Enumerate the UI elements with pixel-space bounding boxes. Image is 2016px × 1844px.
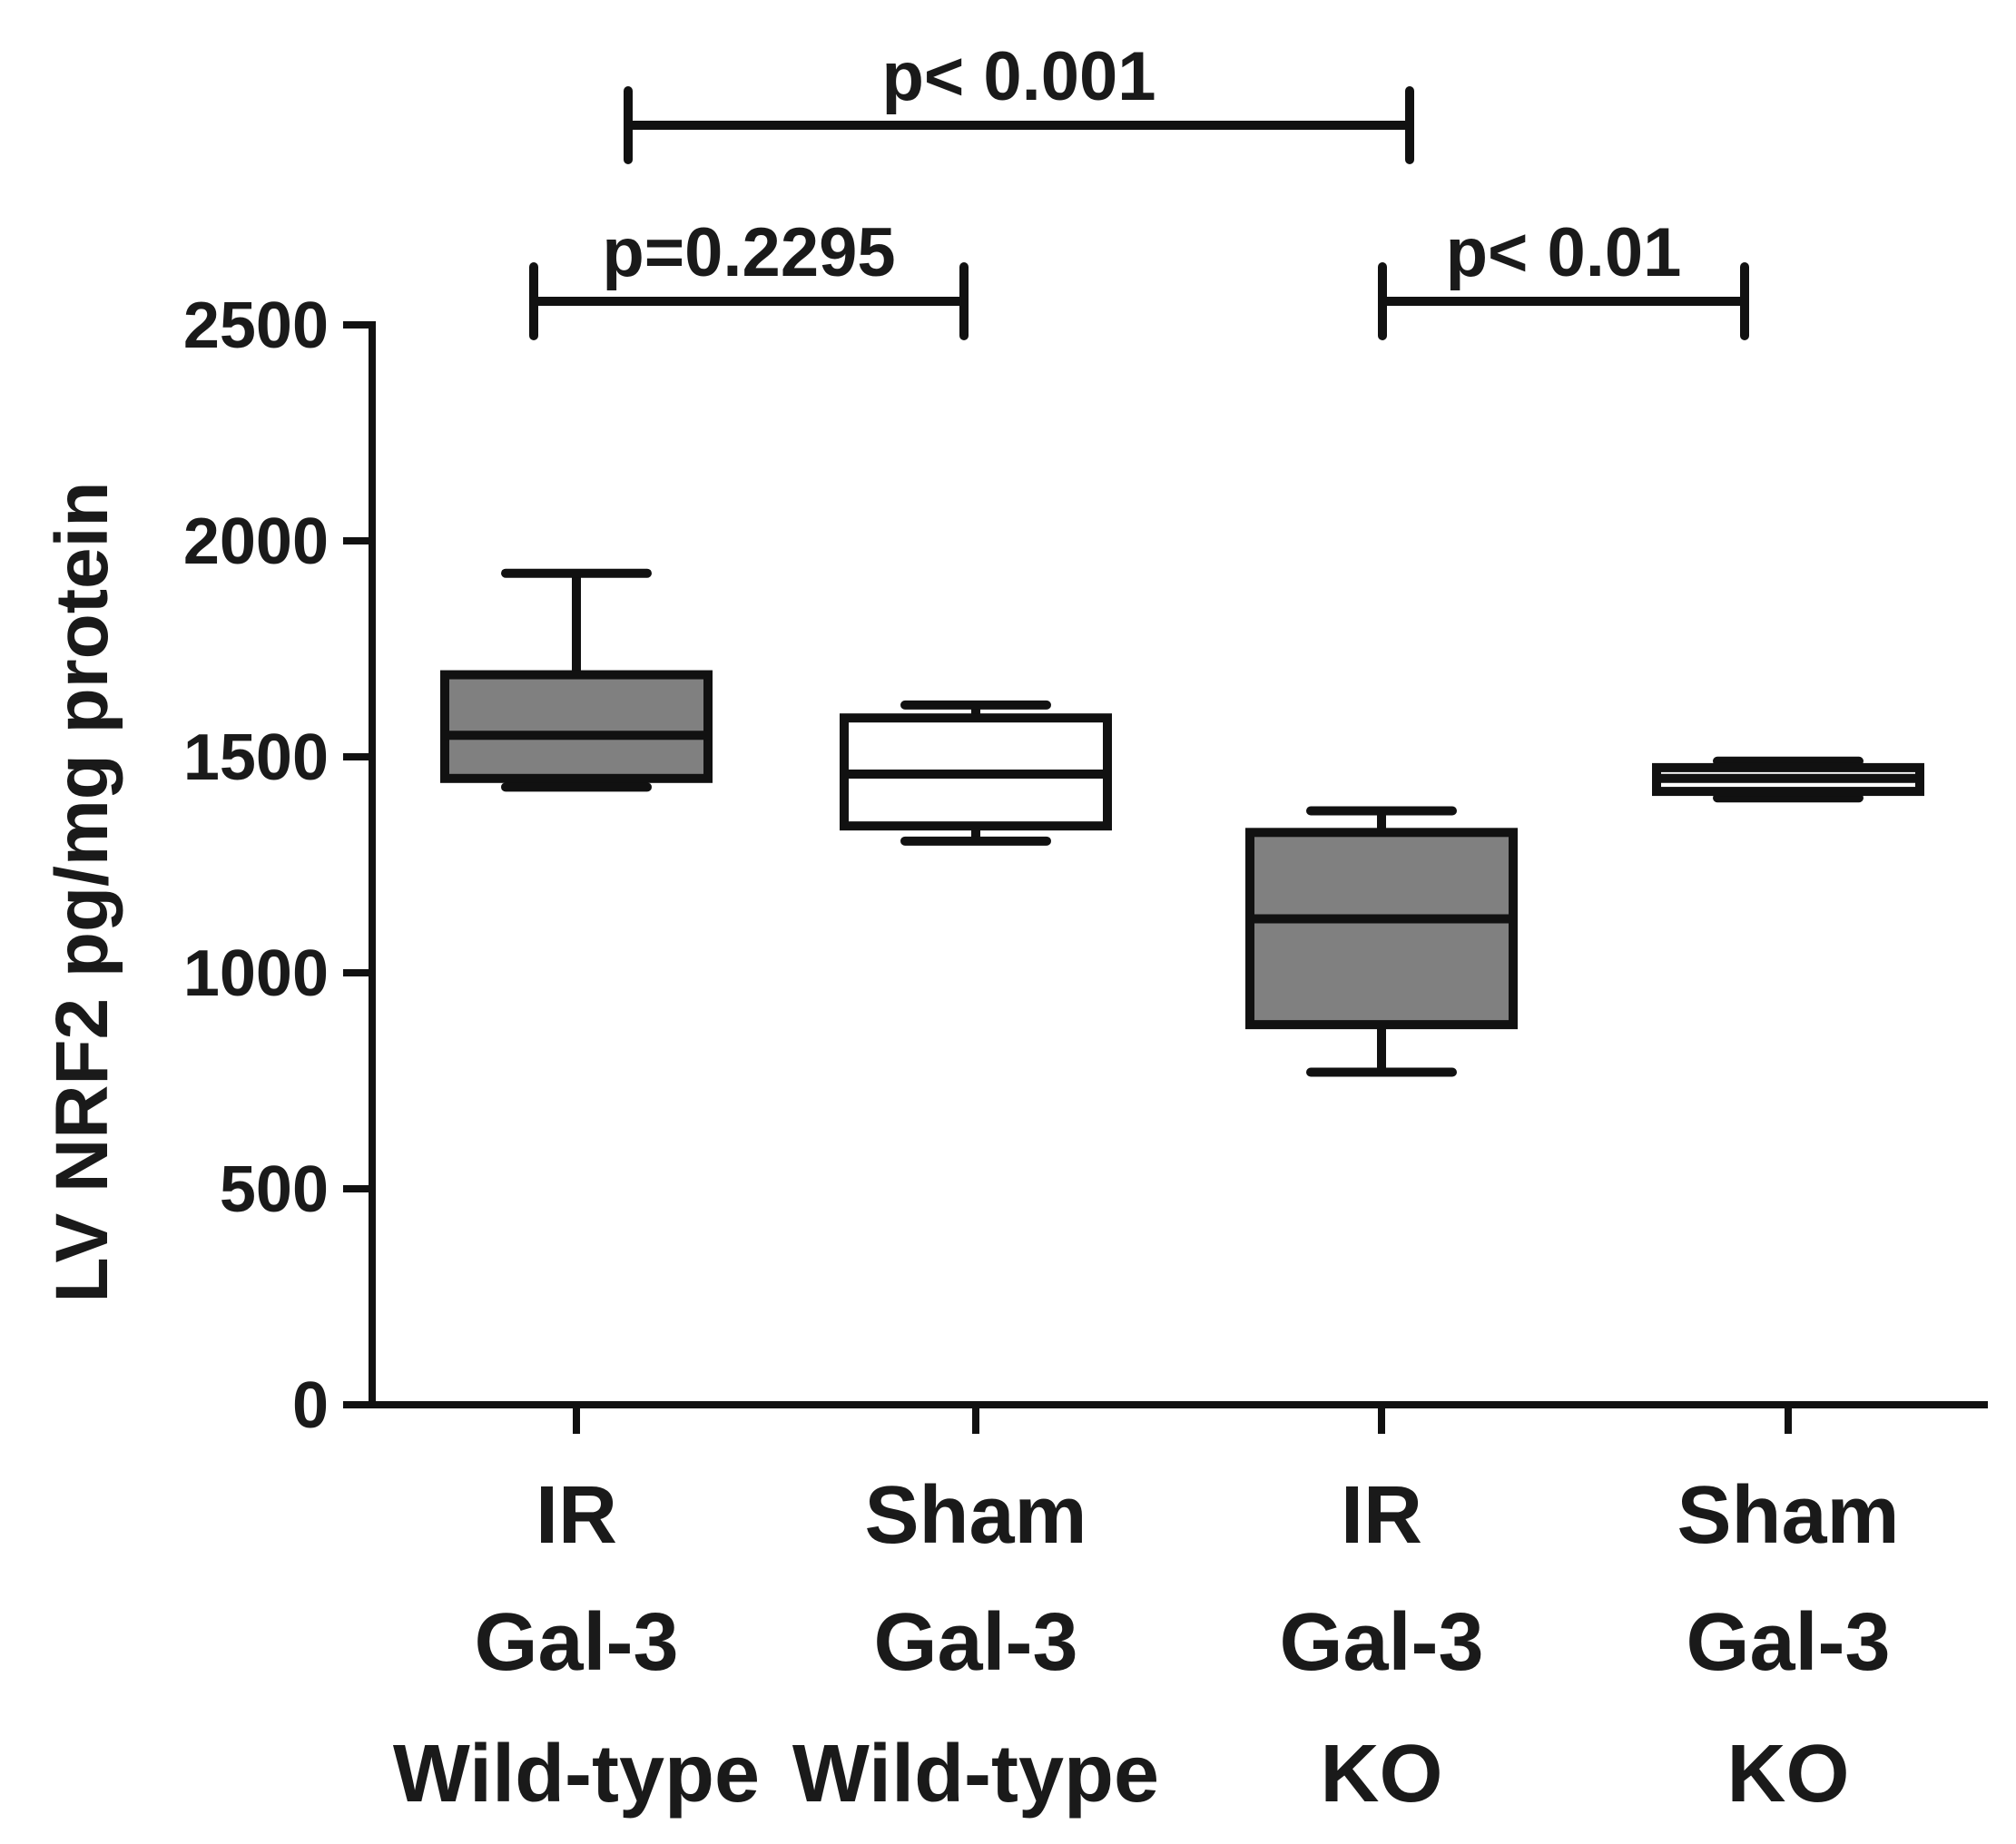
x-category-label-3-line-0: Sham <box>1677 1470 1899 1561</box>
y-axis-title: LV NRF2 pg/mg protein <box>41 481 123 1302</box>
x-category-label-2-line-1: Gal-3 <box>1279 1597 1483 1688</box>
x-category-label-3-line-2: KO <box>1727 1729 1850 1819</box>
y-tick-label-1000: 1000 <box>183 937 329 1010</box>
x-category-label-0-line-2: Wild-type <box>393 1729 760 1819</box>
significance-bracket-0: p< 0.001 <box>624 38 1414 164</box>
box-group-0 <box>440 568 713 792</box>
x-category-label-0-line-0: IR <box>536 1470 617 1561</box>
x-category-label-0-line-1: Gal-3 <box>474 1597 678 1688</box>
y-tick-label-1500: 1500 <box>183 721 329 794</box>
x-category-label-2-line-2: KO <box>1321 1729 1443 1819</box>
x-category-label-3-line-1: Gal-3 <box>1686 1597 1890 1688</box>
labels: 0 500 1000 1500 2000 2500 LV NRF2 pg/mg protei… <box>41 289 1900 1819</box>
p-value-label-0: p< 0.001 <box>881 38 1156 115</box>
y-tick-label-2000: 2000 <box>183 505 329 578</box>
significance-bracket-1: p=0.2295 <box>529 214 969 340</box>
iqr-box-2 <box>1245 828 1518 1030</box>
p-value-label-2: p< 0.01 <box>1446 214 1682 291</box>
x-category-label-1-line-1: Gal-3 <box>873 1597 1077 1688</box>
x-category-label-1-line-0: Sham <box>864 1470 1087 1561</box>
significance-bracket-2: p< 0.01 <box>1378 214 1749 340</box>
y-tick-label-0: 0 <box>292 1369 329 1442</box>
box-group-1 <box>840 700 1112 846</box>
p-value-label-1: p=0.2295 <box>602 214 895 291</box>
iqr-box-0 <box>440 670 713 783</box>
boxes <box>440 568 1924 1077</box>
x-category-label-1-line-2: Wild-type <box>792 1729 1159 1819</box>
axes <box>343 321 1988 1434</box>
box-group-2 <box>1245 806 1518 1077</box>
y-tick-label-500: 500 <box>220 1153 329 1226</box>
y-tick-label-2500: 2500 <box>183 289 329 362</box>
box-group-3 <box>1652 756 1924 803</box>
x-category-label-2-line-0: IR <box>1341 1470 1422 1561</box>
significance-brackets: p< 0.001 p=0.2295 p< 0.01 <box>529 38 1749 340</box>
